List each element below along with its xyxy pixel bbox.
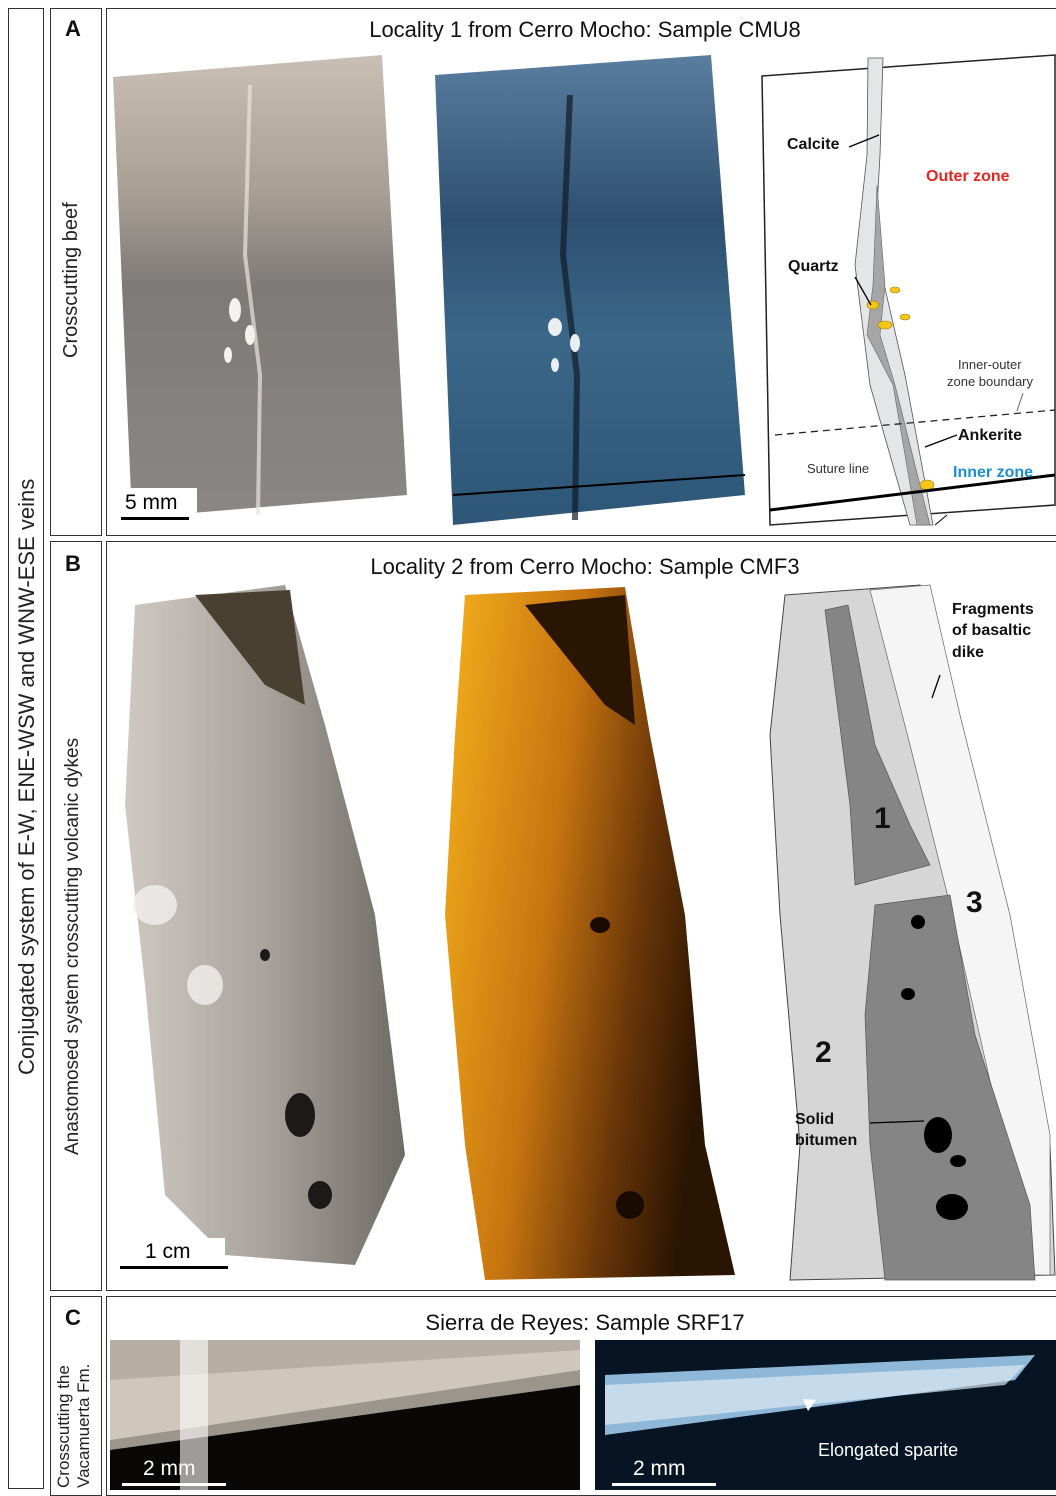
panel-b-photo-cl [445,587,735,1280]
panel-a-scale-label: 5 mm [125,491,178,514]
label-bitumen: bitumen [795,1132,858,1149]
label-quartz: Quartz [788,258,839,275]
panel-b-title: Locality 2 from Cerro Mocho: Sample CMF3 [370,554,800,579]
zone-number-1: 1 [874,802,891,835]
label-elongated-sparite: Elongated sparite [818,1440,959,1460]
panel-a-vertical-label: Crosscutting beef [60,202,82,358]
panel-a-sketch [761,54,1056,526]
panel-c-scale-right-bar [612,1483,716,1486]
label-fragments-3: dike [952,644,985,661]
label-fragments-2: of basaltic [952,622,1032,639]
panel-c-scale-right-label: 2 mm [633,1457,686,1480]
panel-c-scale-left-bar [122,1483,226,1486]
panel-c-letter: C [65,1305,81,1330]
label-solid: Solid [795,1111,835,1128]
panel-b-label-frame [50,541,102,1291]
label-suture-line: Suture line [807,461,870,476]
label-outer-zone: Outer zone [926,168,1010,185]
outer-vertical-label: Conjugated system of E-W, ENE-WSW and WN… [14,478,39,1075]
panel-a-letter: A [65,16,81,41]
panel-b-scale-bar [120,1266,228,1269]
label-calcite: Calcite [787,136,840,153]
label-boundary-1: Inner-outer [958,357,1022,372]
panel-b-photo-ppl [125,585,405,1265]
panel-a-title: Locality 1 from Cerro Mocho: Sample CMU8 [369,17,801,42]
label-boundary-2: zone boundary [947,374,1034,389]
panel-c-title: Sierra de Reyes: Sample SRF17 [425,1310,745,1335]
panel-b-sketch [769,584,1056,1281]
panel-a-photo-xpl [435,55,746,525]
panel-a-frame [106,8,1056,536]
zone-number-2: 2 [815,1036,832,1069]
panel-c-photo-right [595,1340,1056,1490]
panel-b-frame [106,541,1056,1291]
panel-c-photo-left [110,1340,580,1490]
zone-number-3: 3 [966,886,983,919]
panel-c-vertical-label-2: Vacamuerta Fm. [74,1363,93,1488]
panel-b-vertical-label: Anastomosed system crosscutting volcanic… [62,737,83,1155]
label-fragments-1: Fragments [952,601,1034,618]
panel-b-letter: B [65,551,81,576]
panel-a-photo-ppl [113,55,407,518]
label-ankerite: Ankerite [958,427,1023,444]
label-inner-zone: Inner zone [953,464,1034,481]
panel-c-vertical-label-1: Crosscutting the [54,1365,73,1488]
panel-a-label-frame [50,8,102,536]
panel-a-scale-bar [121,517,189,520]
panel-c-scale-left-label: 2 mm [143,1457,196,1480]
panel-b-scale-label: 1 cm [145,1240,191,1263]
